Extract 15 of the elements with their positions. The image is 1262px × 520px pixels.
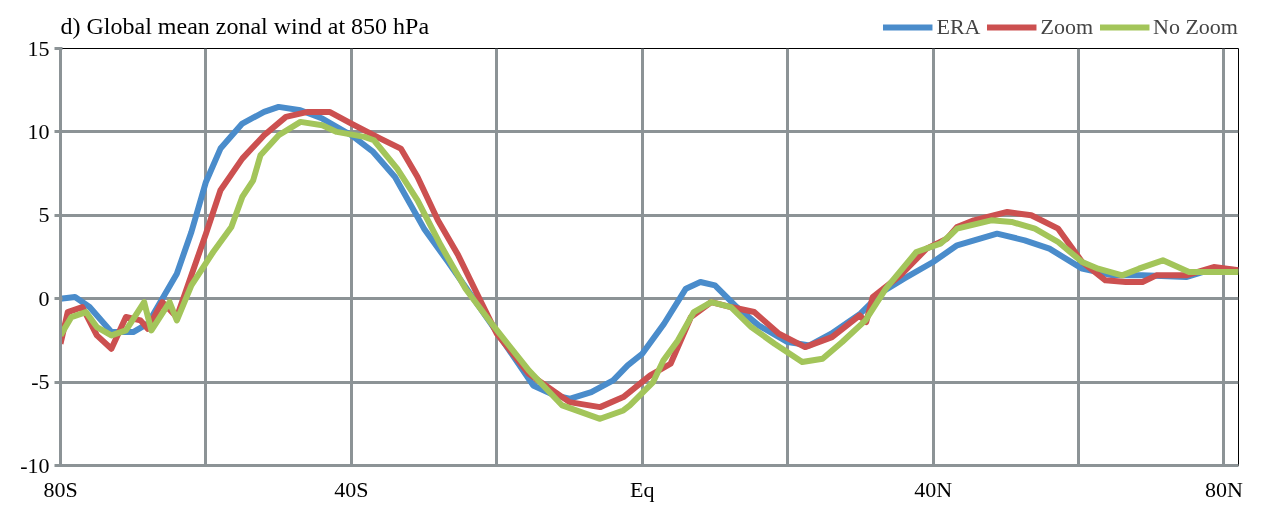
legend-label: ERA <box>936 14 981 40</box>
x-tick-label: Eq <box>630 476 655 502</box>
chart-title: d) Global mean zonal wind at 850 hPa <box>60 12 430 39</box>
x-tick-label: 80S <box>43 476 78 502</box>
x-tick-label: 40N <box>914 476 953 502</box>
x-tick-label: 80N <box>1205 476 1244 502</box>
y-tick-label: 15 <box>27 35 50 61</box>
y-tick-label: -5 <box>31 369 50 395</box>
x-tick-label: 40S <box>334 476 369 502</box>
y-tick-label: 5 <box>38 202 50 228</box>
y-tick-label: 10 <box>27 118 50 144</box>
y-tick-label: 0 <box>38 285 50 311</box>
y-tick-label: -10 <box>20 452 50 478</box>
legend-label: Zoom <box>1040 14 1094 40</box>
legend-label: No Zoom <box>1153 14 1238 40</box>
